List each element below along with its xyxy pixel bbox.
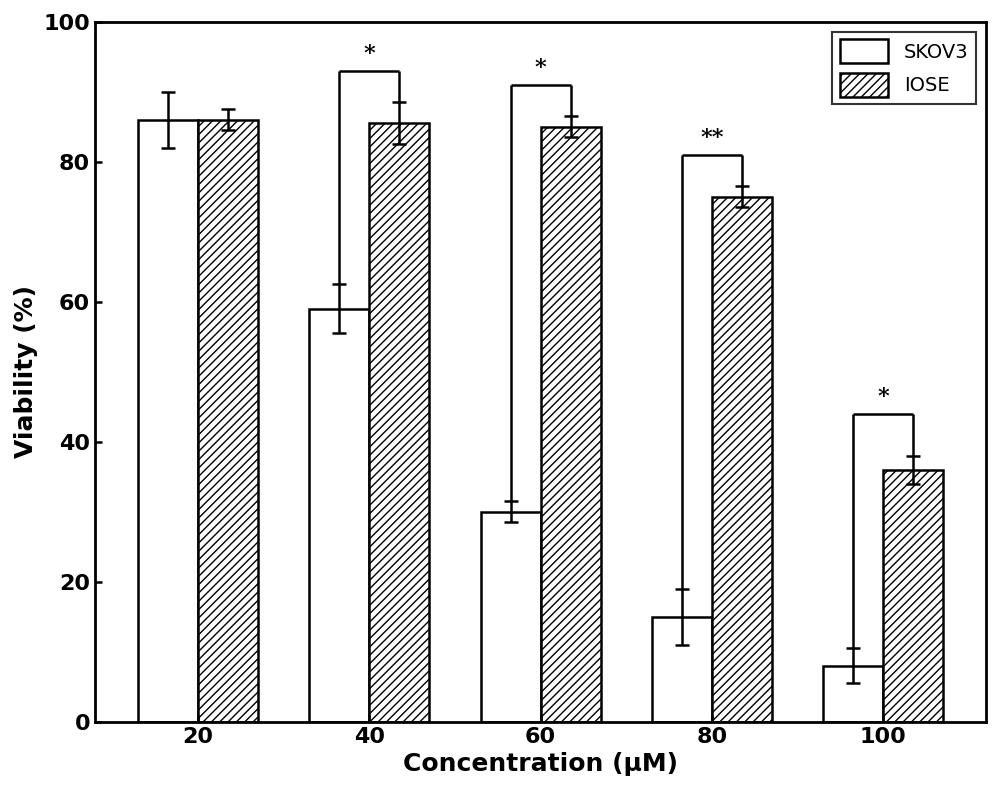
Bar [138, 120, 198, 722]
Bar [369, 123, 429, 722]
Bar [823, 666, 883, 722]
Bar [712, 197, 772, 722]
Bar [652, 617, 712, 722]
Text: *: * [877, 386, 889, 408]
Bar [198, 120, 258, 722]
Bar [309, 309, 369, 722]
Text: **: ** [700, 127, 724, 149]
Legend: SKOV3, IOSE: SKOV3, IOSE [832, 32, 976, 104]
X-axis label: Concentration (μM): Concentration (μM) [403, 752, 678, 776]
Bar [541, 127, 601, 722]
Bar [481, 512, 541, 722]
Text: *: * [535, 57, 546, 79]
Y-axis label: Viability (%): Viability (%) [14, 285, 38, 458]
Text: *: * [363, 43, 375, 66]
Bar [883, 470, 943, 722]
